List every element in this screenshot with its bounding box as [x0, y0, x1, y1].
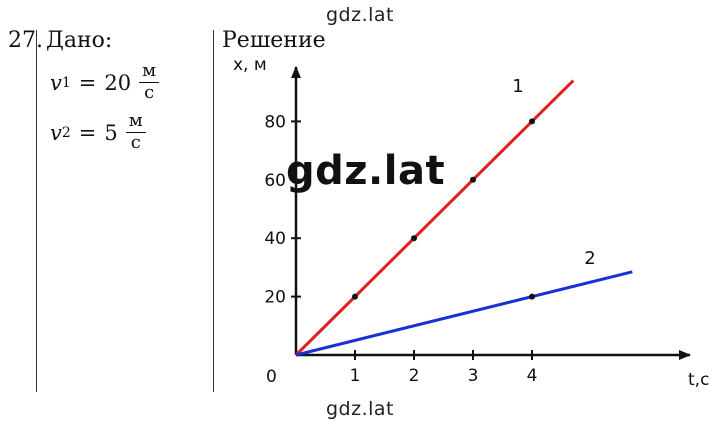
- watermark-center: gdz.lat: [286, 148, 446, 194]
- var-name: v: [50, 70, 62, 95]
- series-line-2: [295, 270, 633, 357]
- origin-label: 0: [266, 367, 277, 387]
- y-tick-label: 40: [264, 229, 286, 249]
- data-point: [352, 293, 358, 300]
- equals-sign: =: [78, 120, 97, 145]
- given-title: Дано:: [46, 28, 113, 53]
- unit-fraction: м с: [139, 60, 160, 104]
- unit-denominator: с: [130, 132, 141, 154]
- x-axis-label: t,c: [688, 370, 709, 390]
- fraction-bar: [139, 81, 160, 84]
- unit-denominator: с: [144, 82, 155, 104]
- unit-fraction: м с: [125, 110, 146, 154]
- value: 20: [104, 70, 132, 95]
- solution-title: Решение: [222, 28, 326, 53]
- y-tick-label: 80: [264, 112, 286, 132]
- unit-numerator: м: [128, 110, 143, 131]
- series-line-1: [294, 79, 575, 357]
- x-tick-label: 2: [409, 366, 420, 386]
- y-axis-label: x, м: [233, 55, 267, 75]
- series-label-2: 2: [584, 248, 595, 269]
- fraction-bar: [125, 131, 146, 134]
- data-point: [529, 118, 535, 125]
- data-point: [529, 293, 535, 300]
- var-name: v: [50, 120, 62, 145]
- data-point: [470, 176, 476, 183]
- x-tick-label: 4: [527, 366, 538, 386]
- watermark-top: gdz.lat: [325, 4, 394, 26]
- value: 5: [104, 120, 118, 145]
- y-tick-label: 60: [264, 171, 286, 191]
- series-label-1: 1: [512, 76, 523, 97]
- column-divider-right: [213, 30, 214, 392]
- watermark-bottom: gdz.lat: [325, 398, 394, 420]
- equals-sign: =: [78, 70, 97, 95]
- problem-number: 27.: [8, 28, 43, 53]
- x-tick-label: 1: [350, 366, 361, 386]
- data-point: [411, 235, 417, 242]
- x-tick-label: 3: [468, 366, 479, 386]
- var-sub: 1: [61, 74, 71, 91]
- column-divider-left: [36, 30, 37, 392]
- unit-numerator: м: [142, 60, 157, 81]
- var-sub: 2: [61, 124, 71, 141]
- y-tick-label: 20: [264, 288, 286, 308]
